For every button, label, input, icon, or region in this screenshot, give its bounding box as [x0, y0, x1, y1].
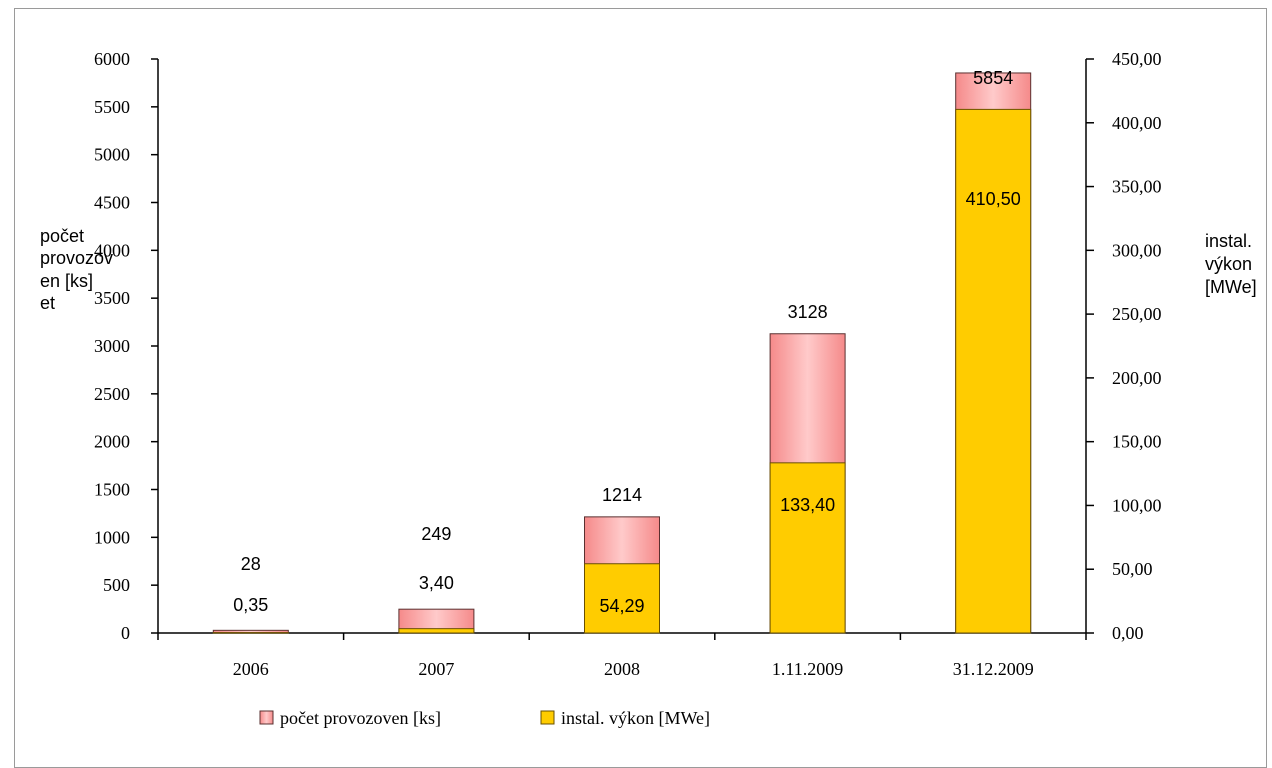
left-tick-label: 3500 — [94, 288, 130, 308]
left-tick-label: 4000 — [94, 240, 130, 260]
left-tick-label: 500 — [103, 575, 130, 595]
right-tick-label: 150,00 — [1112, 432, 1162, 452]
right-axis-title-line: výkon — [1205, 254, 1252, 274]
left-tick-label: 4500 — [94, 193, 130, 213]
left-tick-label: 3000 — [94, 336, 130, 356]
left-axis-title-line: et — [40, 293, 55, 313]
data-label-vykon: 3,40 — [419, 573, 454, 593]
data-label-vykon: 133,40 — [780, 495, 835, 515]
data-label-pocet: 249 — [421, 524, 451, 544]
left-tick-label: 2000 — [94, 432, 130, 452]
x-tick-label: 2006 — [233, 659, 269, 679]
x-tick-label: 1.11.2009 — [772, 659, 843, 679]
right-tick-label: 50,00 — [1112, 559, 1153, 579]
axes: 0 500 1000 1500 2000 2500 3000 3500 4000 4500 5000… — [94, 49, 1162, 679]
right-axis-title-line: [MWe] — [1205, 277, 1257, 297]
data-label-vykon: 410,50 — [966, 189, 1021, 209]
bar-instal-vykon — [212, 632, 289, 634]
bar-instal-vykon — [955, 108, 1032, 634]
left-axis-title-line: počet — [40, 226, 84, 246]
left-axis-title-line: en [ks] — [40, 271, 93, 291]
right-tick-label: 100,00 — [1112, 495, 1162, 515]
data-label-pocet: 1214 — [602, 485, 642, 505]
data-label-pocet: 5854 — [973, 68, 1013, 88]
right-tick-label: 0,00 — [1112, 623, 1144, 643]
data-label-pocet: 28 — [241, 554, 261, 574]
legend-label: instal. výkon [MWe] — [561, 708, 710, 728]
data-labels: 28 0,35 249 3,40 1214 54,29 3128 133,40 5854 410,… — [233, 68, 1020, 616]
left-axis-title-line: provozov — [40, 248, 113, 268]
data-label-vykon: 54,29 — [599, 596, 644, 616]
left-tick-label: 0 — [121, 623, 130, 643]
data-label-pocet: 3128 — [788, 302, 828, 322]
left-tick-label: 5500 — [94, 97, 130, 117]
x-tick-label: 31.12.2009 — [953, 659, 1034, 679]
x-tick-label: 2007 — [418, 659, 454, 679]
legend-label: počet provozoven [ks] — [280, 708, 441, 728]
right-tick-label: 400,00 — [1112, 113, 1162, 133]
bar-instal-vykon — [398, 628, 475, 634]
legend-swatch — [259, 710, 274, 725]
right-tick-label: 350,00 — [1112, 177, 1162, 197]
right-tick-label: 300,00 — [1112, 240, 1162, 260]
left-tick-label: 5000 — [94, 145, 130, 165]
x-tick-label: 2008 — [604, 659, 640, 679]
right-tick-label: 200,00 — [1112, 368, 1162, 388]
right-axis-title-line: instal. — [1205, 231, 1252, 251]
legend: počet provozoven [ks] instal. výkon [MWe] — [259, 708, 710, 728]
data-label-vykon: 0,35 — [233, 595, 268, 615]
left-tick-label: 6000 — [94, 49, 130, 69]
bars — [212, 72, 1032, 634]
right-tick-label: 250,00 — [1112, 304, 1162, 324]
right-tick-label: 450,00 — [1112, 49, 1162, 69]
left-tick-label: 2500 — [94, 384, 130, 404]
left-tick-label: 1000 — [94, 527, 130, 547]
bar-instal-vykon — [584, 563, 660, 634]
bar-instal-vykon — [769, 462, 846, 634]
left-tick-label: 1500 — [94, 480, 130, 500]
legend-swatch — [540, 710, 555, 725]
